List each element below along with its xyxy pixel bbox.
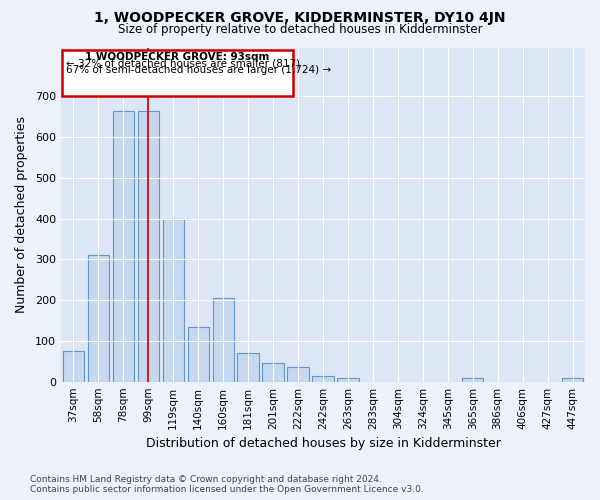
Text: Contains HM Land Registry data © Crown copyright and database right 2024.
Contai: Contains HM Land Registry data © Crown c… <box>30 474 424 494</box>
Bar <box>137 110 159 382</box>
Bar <box>163 218 184 382</box>
Bar <box>313 376 334 382</box>
Bar <box>337 378 359 382</box>
Bar <box>63 351 84 382</box>
Y-axis label: Number of detached properties: Number of detached properties <box>15 116 28 313</box>
X-axis label: Distribution of detached houses by size in Kidderminster: Distribution of detached houses by size … <box>146 437 500 450</box>
FancyBboxPatch shape <box>62 50 293 96</box>
Bar <box>212 298 234 382</box>
Bar <box>562 378 583 382</box>
Bar <box>462 378 484 382</box>
Bar <box>238 353 259 382</box>
Bar <box>88 256 109 382</box>
Bar <box>113 110 134 382</box>
Bar <box>188 326 209 382</box>
Text: 1, WOODPECKER GROVE, KIDDERMINSTER, DY10 4JN: 1, WOODPECKER GROVE, KIDDERMINSTER, DY10… <box>94 11 506 25</box>
Text: Size of property relative to detached houses in Kidderminster: Size of property relative to detached ho… <box>118 22 482 36</box>
Text: ← 32% of detached houses are smaller (817): ← 32% of detached houses are smaller (81… <box>66 58 300 68</box>
Bar <box>262 364 284 382</box>
Bar <box>287 368 308 382</box>
Text: 1 WOODPECKER GROVE: 93sqm: 1 WOODPECKER GROVE: 93sqm <box>85 52 270 62</box>
Text: 67% of semi-detached houses are larger (1,724) →: 67% of semi-detached houses are larger (… <box>66 64 331 74</box>
